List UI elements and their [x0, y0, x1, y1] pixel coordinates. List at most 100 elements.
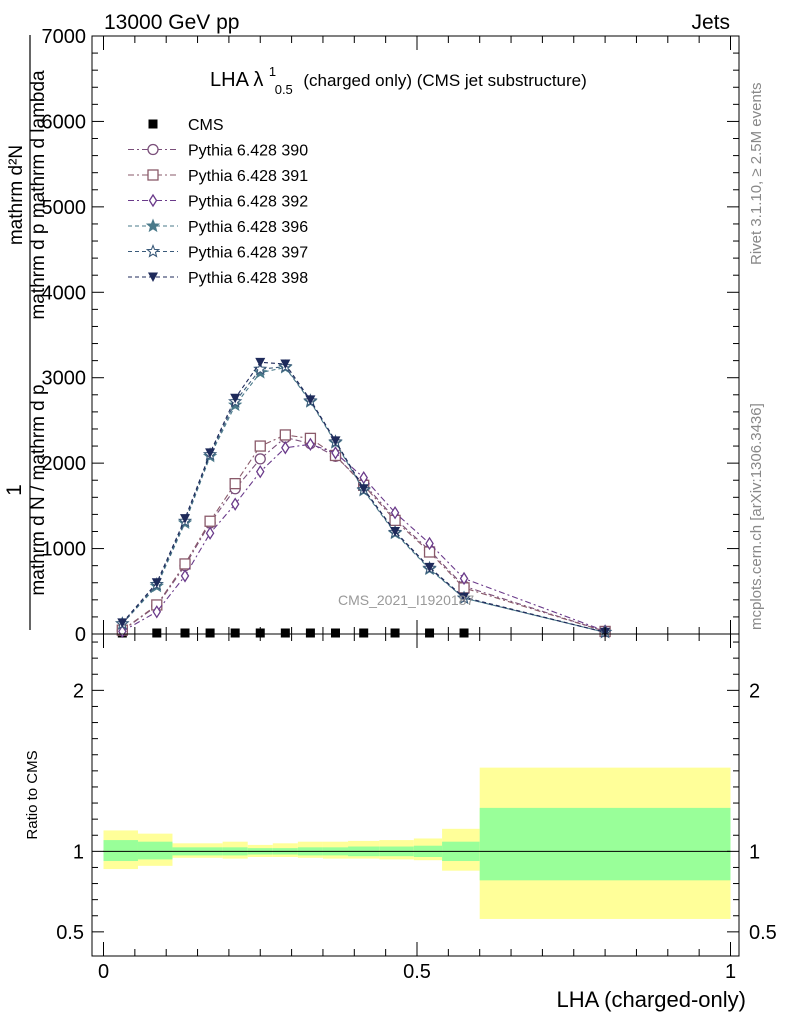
- series-0: [117, 628, 469, 638]
- data-point: [358, 484, 369, 494]
- data-point: [179, 558, 191, 570]
- ratio-plot-frame: [91, 633, 740, 957]
- data-point: [459, 628, 469, 638]
- ratio-ylabel: Ratio to CMS: [24, 750, 41, 839]
- ratio-ytick-label-right: 2: [749, 680, 760, 702]
- data-point: [180, 628, 190, 638]
- data-point: [330, 628, 340, 638]
- data-point: [424, 562, 435, 573]
- main-ytick-label: 7000: [42, 26, 87, 48]
- xtick-label: 1: [725, 961, 736, 983]
- header-left: 13000 GeV pp: [104, 11, 239, 34]
- data-point: [117, 618, 128, 628]
- data-point: [305, 395, 316, 405]
- ratio-ytick-label: 1: [73, 841, 84, 863]
- main-ylabel-top: 1: [3, 484, 26, 496]
- data-point: [331, 446, 340, 460]
- legend-marker: [147, 169, 159, 181]
- legend-entry: Pythia 6.428 390: [128, 143, 308, 160]
- legend-label: Pythia 6.428 398: [188, 270, 308, 287]
- legend-entry: Pythia 6.428 398: [128, 270, 308, 287]
- ratio-ytick-label: 0.5: [56, 922, 84, 944]
- rivet-label: Rivet 3.1.10, ≥ 2.5M events: [748, 83, 765, 266]
- data-point: [459, 571, 469, 586]
- watermark: CMS_2021_I1920187: [338, 592, 474, 608]
- legend-label: Pythia 6.428 391: [188, 168, 308, 185]
- legend-label: Pythia 6.428 396: [188, 219, 308, 236]
- data-point: [305, 628, 315, 638]
- ratio-band-inner: [479, 807, 731, 881]
- data-point: [229, 477, 241, 490]
- data-point: [253, 361, 268, 376]
- main-ylabel: 1 mathrm d²N mathrm d N / mathrm d p mat…: [3, 35, 49, 630]
- series-line: [121, 366, 606, 633]
- data-point: [152, 605, 162, 619]
- mcplots-label: mcplots.cern.ch [arXiv:1306.3436]: [748, 403, 765, 630]
- ratio-band-inner: [103, 840, 138, 862]
- main-ylabel-full-den: mathrm d p mathrm d lambda: [28, 70, 49, 320]
- series-3: [118, 437, 610, 639]
- data-point: [306, 437, 315, 452]
- header-right: Jets: [691, 11, 730, 34]
- data-point: [230, 628, 240, 638]
- legend: CMS Pythia 6.428 390 Pythia 6.428 391 Pythi…: [128, 117, 308, 287]
- xlabel: LHA (charged-only): [556, 987, 746, 1012]
- ratio-ytick-label-right: 1: [749, 841, 760, 863]
- main-ytick-label: 4000: [42, 282, 87, 304]
- data-point: [205, 526, 215, 540]
- data-point: [180, 569, 190, 583]
- data-point: [205, 628, 215, 638]
- legend-marker: [145, 243, 161, 258]
- main-ytick-label: 6000: [42, 111, 87, 133]
- legend-entry: Pythia 6.428 391: [128, 168, 308, 185]
- main-ytick-label: 1000: [42, 539, 87, 561]
- main-ytick-label: 5000: [42, 197, 87, 219]
- data-point: [359, 628, 369, 638]
- series-2: [116, 429, 611, 638]
- data-point: [390, 505, 400, 520]
- data-point: [459, 592, 470, 603]
- legend-entry: CMS: [148, 117, 224, 134]
- data-point: [152, 628, 162, 638]
- xtick-label: 0.5: [403, 961, 431, 983]
- data-point: [254, 453, 266, 465]
- data-point: [425, 628, 435, 638]
- data-point: [204, 515, 216, 527]
- data-point: [180, 514, 191, 524]
- main-ytick-label: 2000: [42, 453, 87, 475]
- data-point: [254, 440, 266, 452]
- series-6: [117, 357, 611, 638]
- data-point: [279, 429, 291, 441]
- legend-marker: [148, 272, 158, 282]
- plot-title-sub: 0.5: [275, 82, 293, 97]
- legend-marker: [148, 119, 158, 129]
- main-ylabel-full-num: mathrm d²N: [6, 145, 27, 245]
- data-point: [151, 578, 162, 588]
- series-line: [122, 443, 606, 632]
- main-ylabel-num: mathrm d N / mathrm d p: [28, 384, 49, 595]
- data-point: [230, 497, 240, 511]
- data-point: [330, 436, 341, 446]
- ratio-ytick-label: 2: [73, 680, 84, 702]
- series-line: [121, 434, 606, 632]
- data-point: [205, 448, 216, 458]
- legend-label: CMS: [188, 117, 224, 134]
- legend-marker: [148, 193, 158, 208]
- legend-marker: [147, 143, 159, 156]
- legend-entry: Pythia 6.428 392: [128, 194, 308, 211]
- main-ytick-label: 0: [75, 624, 86, 646]
- series-line: [121, 361, 606, 633]
- data-point: [280, 359, 291, 370]
- legend-entry: Pythia 6.428 396: [128, 218, 308, 236]
- data-point: [230, 393, 241, 404]
- data-point: [280, 628, 290, 638]
- ratio-ytick-label-right: 0.5: [749, 922, 777, 944]
- data-point: [425, 536, 434, 551]
- plot-title: LHA λ 1 0.5 (charged only) (CMS jet subs…: [210, 59, 587, 99]
- legend-entry: Pythia 6.428 397: [128, 243, 308, 262]
- data-point: [255, 357, 266, 368]
- plot-title-sup: 1: [269, 64, 276, 79]
- data-point: [281, 441, 290, 455]
- legend-marker: [145, 218, 161, 233]
